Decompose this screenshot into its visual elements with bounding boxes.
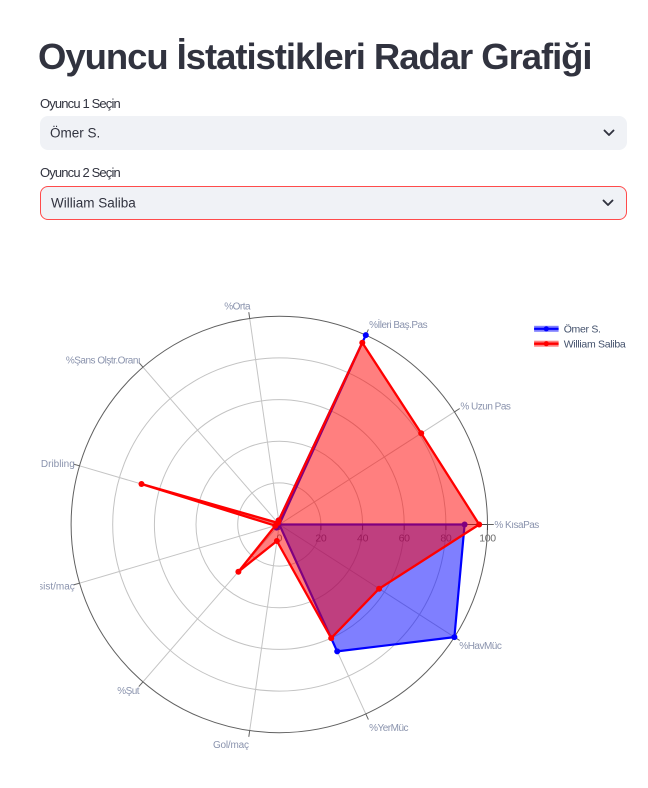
svg-text:%Şut: %Şut (117, 686, 140, 697)
svg-text:Asist/maç: Asist/maç (40, 582, 75, 593)
svg-text:%YerMüc: %YerMüc (369, 723, 408, 734)
svg-text:%HavMüc: %HavMüc (459, 641, 502, 652)
svg-text:Gol/maç: Gol/maç (213, 740, 249, 751)
svg-text:William Saliba: William Saliba (564, 338, 626, 350)
svg-text:100: 100 (479, 533, 496, 545)
svg-text:Dribling: Dribling (41, 459, 75, 470)
svg-text:% KısaPas: % KısaPas (494, 520, 539, 531)
svg-text:Ömer S.: Ömer S. (564, 324, 601, 336)
svg-text:%İleri Baş.Pas: %İleri Baş.Pas (369, 318, 428, 331)
svg-text:%Şans Olştr.Oranı: %Şans Olştr.Oranı (66, 355, 140, 366)
svg-text:%Orta: %Orta (224, 302, 251, 313)
svg-text:% Uzun Pas: % Uzun Pas (460, 402, 511, 413)
